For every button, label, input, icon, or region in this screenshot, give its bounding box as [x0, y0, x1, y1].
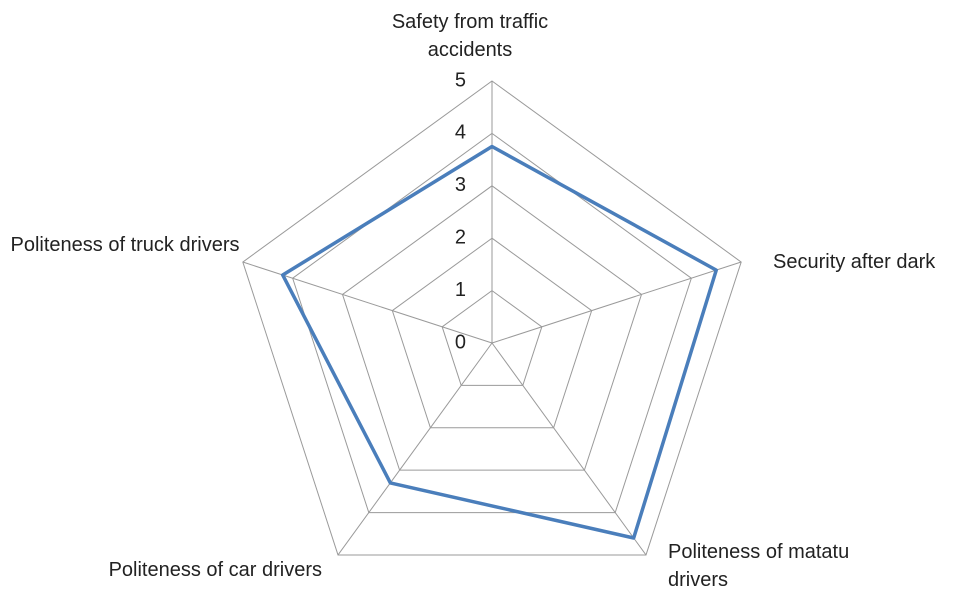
- axis-label: Security after dark: [773, 251, 936, 273]
- grid-ring: [341, 185, 643, 471]
- tick-label: 4: [455, 122, 466, 144]
- tick-label: 2: [455, 226, 466, 248]
- tick-label: 5: [455, 69, 466, 91]
- axis-label: Politeness of matatu drivers: [668, 541, 850, 591]
- axis-label: Politeness of truck drivers: [10, 234, 240, 256]
- spoke: [337, 342, 493, 556]
- tick-label: 0: [455, 331, 466, 353]
- spoke: [491, 261, 742, 344]
- axis-label: Safety from traffic accidents: [391, 11, 549, 61]
- tick-label: 1: [455, 279, 466, 301]
- spoke: [491, 342, 647, 556]
- axis-label: Politeness of car drivers: [108, 559, 322, 581]
- tick-label: 3: [455, 174, 466, 196]
- series-line: [280, 144, 719, 540]
- grid-ring: [292, 132, 692, 514]
- grid-ring: [441, 289, 543, 386]
- grid-ring: [391, 237, 593, 429]
- grid-ring: [242, 80, 742, 556]
- spoke: [242, 261, 493, 344]
